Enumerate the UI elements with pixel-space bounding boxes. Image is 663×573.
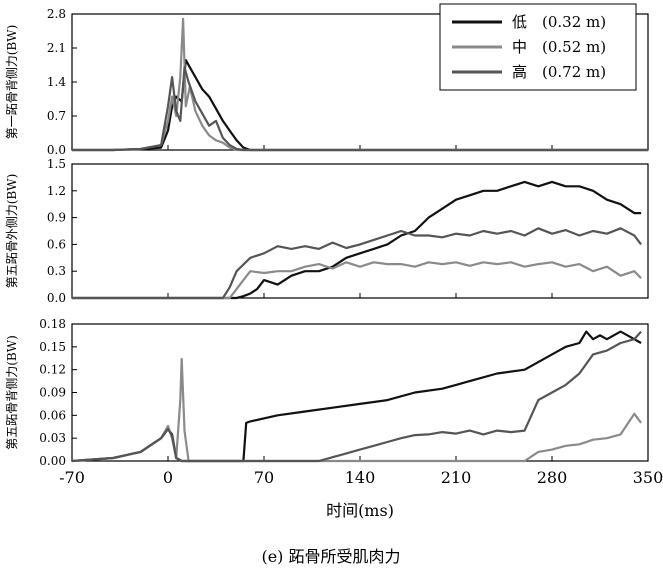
x-tick-label: 350	[633, 468, 663, 487]
legend-label-high: 高	[512, 63, 527, 81]
x-tick-label: 280	[537, 468, 568, 487]
legend: 低 (0.32 m) 中 (0.52 m) 高 (0.72 m)	[439, 3, 637, 91]
x-axis-label: 时间(ms)	[326, 501, 394, 520]
y-tick-label: 1.2	[47, 184, 66, 198]
series-line-low	[72, 180, 642, 300]
series-line-mid	[72, 261, 642, 300]
figure-caption: (e) 跖骨所受肌肉力	[261, 547, 400, 566]
y-tick-label: 0.9	[47, 211, 66, 225]
y-tick-label: 0.12	[39, 363, 66, 377]
chart-panels: 0.0 0.7 1.4 2.1 2.8 第一跖骨背侧力(BW) 0.0 0.3 0.6 0.9 1.…	[5, 7, 663, 520]
y-tick-label: 2.1	[47, 41, 66, 55]
x-tick-label: 70	[254, 468, 274, 487]
y-tick-label: 0.18	[39, 317, 66, 331]
y-tick-label: 0.00	[39, 454, 66, 468]
y-tick-label: 0.0	[47, 143, 66, 157]
y-tick-label: 1.4	[47, 75, 66, 89]
legend-label-mid: 中	[512, 38, 527, 56]
y-tick-label: 0.03	[39, 431, 66, 445]
series-line-high	[71, 330, 642, 463]
x-tick-label: 140	[345, 468, 376, 487]
y-tick-label: 0.3	[47, 264, 66, 278]
y-tick-label: 0.06	[39, 408, 66, 422]
series-line-high	[72, 227, 642, 300]
panel-3: 0.00 0.03 0.06 0.09 0.12 0.15 0.18 -70 0 70 140 210…	[5, 317, 663, 520]
legend-detail-mid: (0.52 m)	[542, 38, 606, 56]
legend-detail-high: (0.72 m)	[542, 63, 606, 81]
y-axis-label: 第五跖骨外侧力(BW)	[5, 174, 19, 289]
y-tick-label: 0.15	[39, 340, 66, 354]
y-tick-label: 1.5	[47, 157, 66, 171]
legend-label-low: 低	[512, 13, 527, 31]
series-line-mid	[71, 357, 642, 463]
x-tick-label: -70	[59, 468, 85, 487]
x-tick-label: 210	[441, 468, 472, 487]
y-tick-label: 2.8	[47, 7, 66, 21]
y-axis-label: 第五跖骨背侧力(BW)	[5, 335, 19, 450]
y-tick-label: 0.7	[47, 109, 66, 123]
y-tick-label: 0.0	[47, 291, 66, 305]
y-tick-label: 0.6	[47, 237, 66, 251]
legend-detail-low: (0.32 m)	[542, 13, 606, 31]
x-tick-label: 0	[163, 468, 173, 487]
y-axis-label: 第一跖骨背侧力(BW)	[5, 25, 19, 140]
y-tick-label: 0.09	[39, 386, 66, 400]
panel-1: 0.0 0.7 1.4 2.1 2.8 第一跖骨背侧力(BW)	[5, 7, 649, 157]
panel-2: 0.0 0.3 0.6 0.9 1.2 1.5 第五跖骨外侧力(BW)	[5, 157, 649, 305]
series-line-high	[72, 66, 648, 152]
